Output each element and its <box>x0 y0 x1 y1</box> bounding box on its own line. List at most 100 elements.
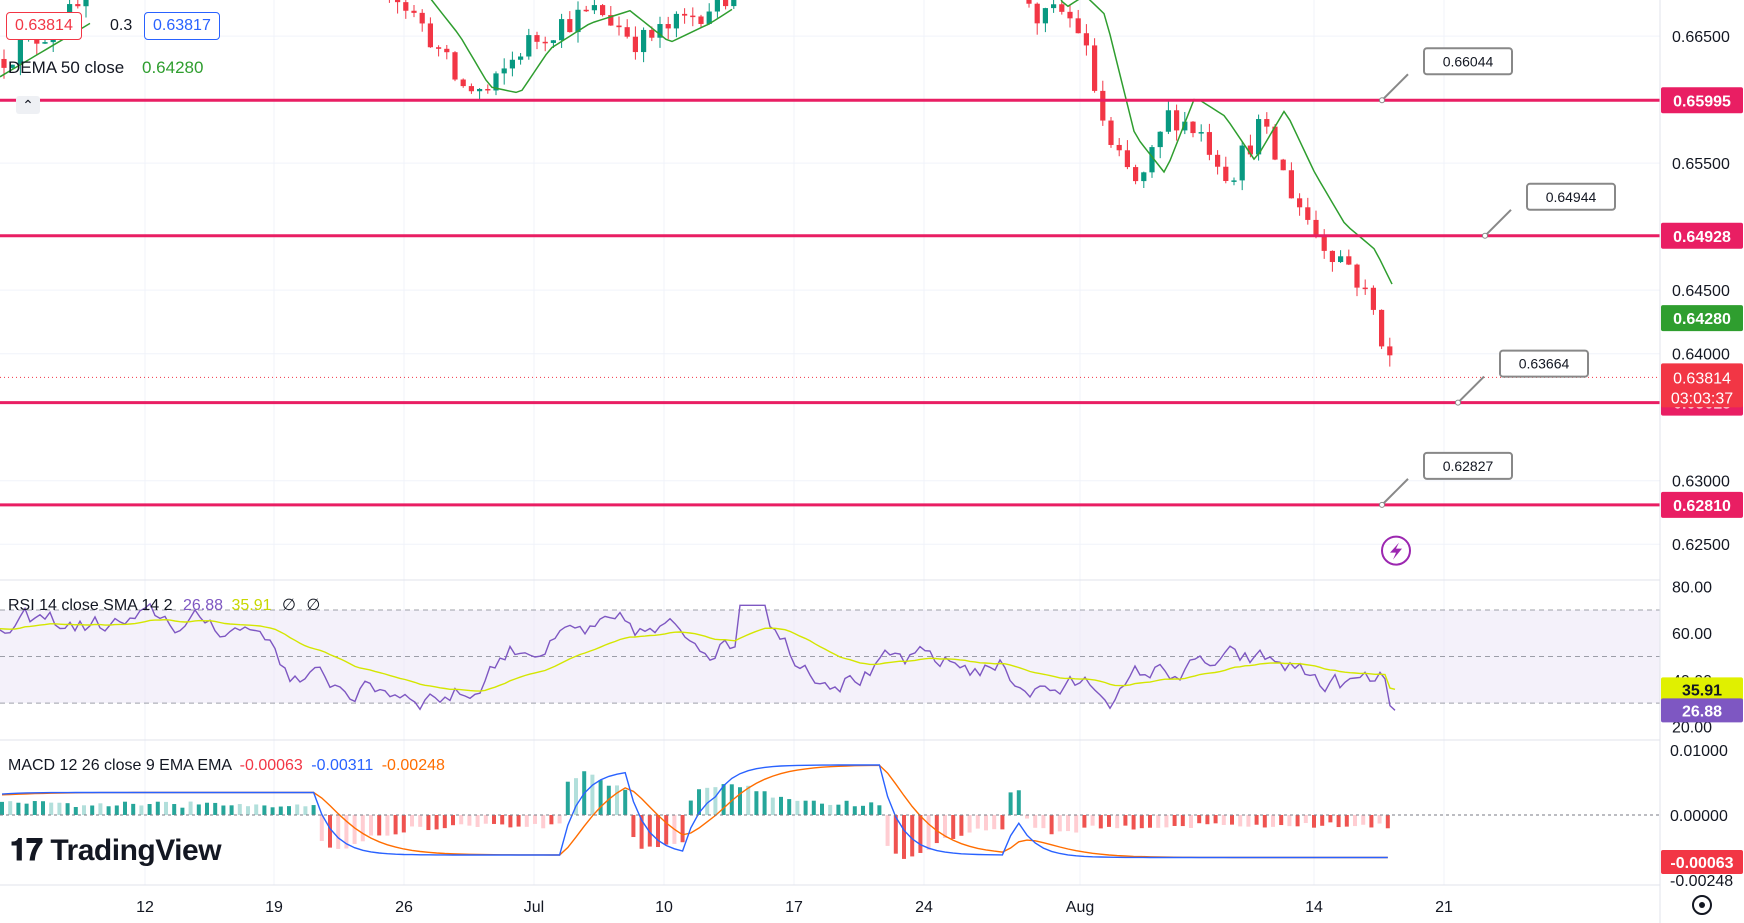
x-tick-label: 21 <box>1435 899 1453 916</box>
level-lines[interactable]: 0.66044 0.64944 0.63664 0.62827 <box>0 47 1660 566</box>
candle-body <box>1083 33 1089 46</box>
macd-histogram-bar <box>1271 815 1275 827</box>
rsi-legend-extra-1: ∅ <box>281 597 296 614</box>
candle-body <box>1321 235 1327 251</box>
macd-histogram-bar <box>24 803 29 815</box>
price-axis[interactable]: 0.66500 0.65500 0.64500 0.64000 0.63000 0.625… <box>1659 0 1744 923</box>
lightning-bolt <box>1390 542 1402 560</box>
candle-body <box>526 35 532 57</box>
macd-histogram-bar <box>336 815 341 849</box>
rsi-sma-line <box>0 618 1396 692</box>
macd-histogram-bar <box>598 780 603 815</box>
macd-histogram-bar <box>1016 790 1021 815</box>
macd-histogram-bar <box>918 815 923 853</box>
macd-histogram-bar <box>852 806 857 815</box>
macd-histogram-bar <box>139 805 144 815</box>
macd-histogram-bar <box>1262 815 1267 828</box>
gear-icon[interactable] <box>1692 895 1712 915</box>
macd-histogram-bar <box>262 805 267 815</box>
x-tick-label: 19 <box>265 899 283 916</box>
macd-histogram-bar <box>106 806 111 815</box>
x-tick-label: 14 <box>1305 899 1323 916</box>
macd-histogram-bar <box>41 801 45 815</box>
macd-histogram-bar <box>934 815 939 844</box>
macd-histogram-bar <box>467 815 472 826</box>
rsi-legend: RSI 14 close SMA 14 2 26.88 35.91 ∅ ∅ <box>8 595 320 615</box>
candle-body <box>559 19 565 41</box>
candle-body <box>1346 256 1352 265</box>
candle-body <box>477 88 483 92</box>
candle-body <box>1387 346 1393 356</box>
macd-histogram-bar <box>680 815 685 843</box>
rsi-tick-label: 80.00 <box>1672 580 1712 597</box>
macd-histogram-bar <box>164 801 168 815</box>
lightning-icon[interactable] <box>1381 535 1411 566</box>
chevron-up-icon[interactable]: ⌃ <box>16 96 40 114</box>
macd-histogram-bar <box>1328 815 1333 823</box>
price-callout-box[interactable] <box>1499 349 1589 378</box>
candle-body <box>444 48 450 53</box>
bid-price-box[interactable]: 0.63814 <box>6 12 82 40</box>
macd-line <box>1 764 1388 859</box>
rsi-sma-legend-value: 35.91 <box>231 597 272 614</box>
price-callout-box[interactable] <box>1526 182 1616 211</box>
candle-body <box>427 23 433 48</box>
macd-histogram-bar <box>393 815 398 835</box>
macd-histogram-bar <box>131 803 136 815</box>
macd-histogram-bar <box>213 802 218 815</box>
macd-histogram-bar <box>311 805 316 815</box>
candle-body <box>42 42 48 44</box>
macd-histogram-bar <box>65 803 70 815</box>
candle-body <box>1206 132 1212 155</box>
candle-body <box>1157 131 1163 148</box>
candle-body <box>673 13 679 29</box>
macd-histogram-bar <box>869 802 874 815</box>
macd-histogram-bar <box>1295 815 1300 827</box>
price-callout-box[interactable] <box>1423 47 1513 76</box>
macd-line-legend-value: -0.00311 <box>311 757 374 774</box>
macd-histogram-bar <box>647 815 652 847</box>
ask-price-box[interactable]: 0.63817 <box>144 12 220 40</box>
candle-body <box>1059 4 1065 12</box>
macd-histogram-bar <box>1189 815 1193 828</box>
candle-body <box>665 24 671 29</box>
macd-histogram-bar <box>803 800 808 815</box>
candle-body <box>468 86 474 92</box>
macd-histogram-bar <box>57 802 62 815</box>
macd-histogram-bar <box>369 815 373 836</box>
rsi-legend-value: 26.88 <box>182 597 224 614</box>
candle-body <box>690 15 696 18</box>
candle-body <box>641 29 647 53</box>
macd-histogram-bar <box>910 815 915 857</box>
candle-body <box>649 29 655 38</box>
rsi-sma-tag-bg <box>1661 677 1743 702</box>
macd-histogram-bar <box>885 815 890 846</box>
tradingview-logo[interactable]: 𝟏𝟕 TradingView <box>10 834 222 868</box>
macd-histogram-bar <box>533 815 537 824</box>
candle-body <box>501 68 507 74</box>
macd-histogram-bar <box>1164 815 1169 828</box>
macd-histogram-bar <box>270 807 275 815</box>
macd-histogram-bar <box>516 815 521 827</box>
macd-histogram-bar <box>565 781 570 815</box>
macd-histogram-bar <box>697 789 701 815</box>
macd-histogram-bar <box>861 805 865 815</box>
time-axis[interactable]: 12 19 26 Jul 10 17 24 Aug 14 21 <box>136 895 1712 916</box>
price-callout-label: 0.64944 <box>1546 189 1597 205</box>
candle-body <box>591 5 597 11</box>
callout-pointer <box>1457 375 1485 404</box>
rsi-legend-label: RSI 14 close SMA 14 2 <box>8 597 173 614</box>
candle-body <box>452 52 458 80</box>
rsi-tag-bg <box>1661 698 1743 723</box>
candle-body <box>723 0 729 7</box>
candle-body <box>1026 0 1032 4</box>
candle-body <box>608 15 614 26</box>
price-axis-bg <box>1660 0 1744 923</box>
level-price-tag: 0.65995 <box>1673 93 1731 110</box>
macd-histogram-bar <box>410 815 414 827</box>
candle-body <box>1362 287 1368 290</box>
price-callout-box[interactable] <box>1423 451 1513 480</box>
candle-body <box>1223 166 1229 181</box>
macd-histogram-bar <box>98 803 103 815</box>
